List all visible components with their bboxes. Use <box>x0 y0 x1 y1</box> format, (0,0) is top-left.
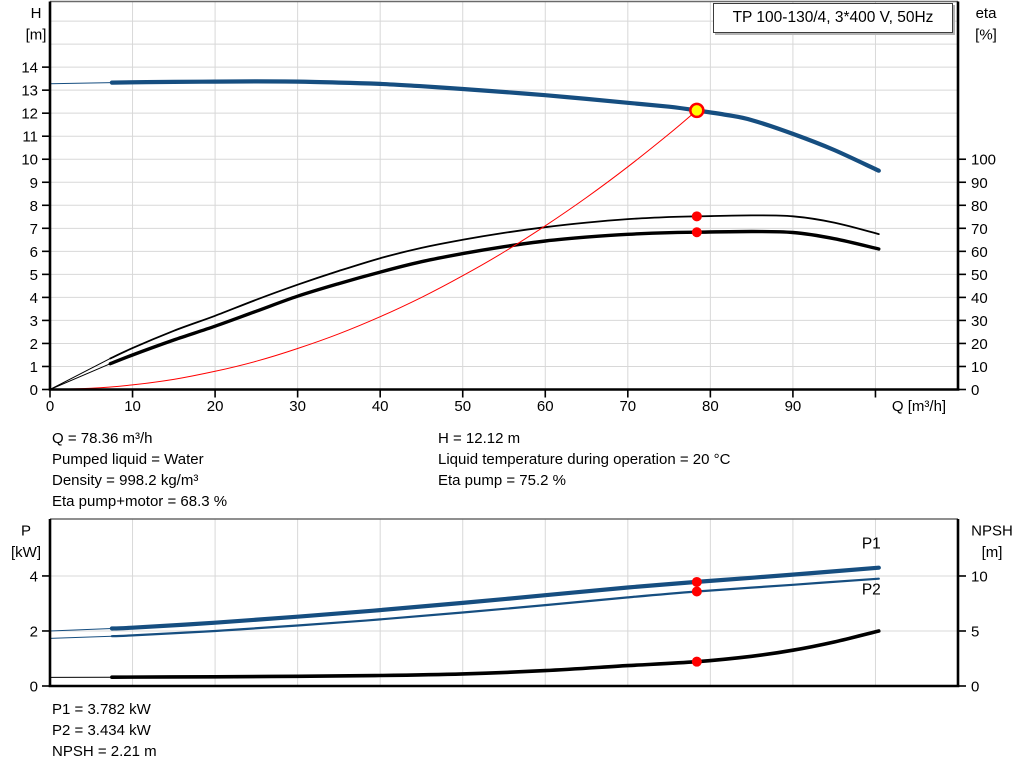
tick-marks <box>42 66 966 398</box>
info-line-p1: P1 = 3.782 kW <box>52 701 151 718</box>
result-text-right: H = 12.12 m Liquid temperature during op… <box>438 428 730 491</box>
svg-text:80: 80 <box>702 398 719 415</box>
svg-text:2: 2 <box>30 336 38 353</box>
chart-power-npsh: 0 2 4 0 5 10 P [kW] NPSH [m] P1 P2 <box>11 518 1013 696</box>
svg-text:90: 90 <box>785 398 802 415</box>
svg-text:10: 10 <box>971 359 988 376</box>
series-NPSH-curve[interactable] <box>49 629 881 679</box>
svg-text:60: 60 <box>971 244 988 261</box>
svg-text:13: 13 <box>21 83 38 100</box>
result-text-power: P1 = 3.782 kW P2 = 3.434 kW NPSH = 2.21 … <box>52 699 157 762</box>
svg-text:10: 10 <box>21 152 38 169</box>
gridlines <box>50 1 958 390</box>
svg-text:20: 20 <box>971 336 988 353</box>
svg-text:8: 8 <box>30 198 38 215</box>
svg-text:20: 20 <box>207 398 224 415</box>
svg-text:10: 10 <box>971 568 988 585</box>
axis-titles: H [m] eta [%] Q [m³/h] <box>26 5 998 415</box>
svg-text:12: 12 <box>21 106 38 123</box>
svg-text:5: 5 <box>30 267 38 284</box>
eta-pump-motor-point[interactable] <box>691 227 702 238</box>
axes <box>48 1 960 391</box>
svg-text:H: H <box>31 5 42 22</box>
svg-text:9: 9 <box>30 175 38 192</box>
result-text-left: Q = 78.36 m³/h Pumped liquid = Water Den… <box>52 428 227 512</box>
series-P1-curve[interactable] <box>49 565 881 632</box>
svg-text:11: 11 <box>22 129 38 146</box>
info-line-temperature: Liquid temperature during operation = 20… <box>438 451 731 468</box>
svg-text:50: 50 <box>454 398 471 415</box>
axis-titles: P [kW] NPSH [m] <box>11 523 1013 562</box>
series-eta-pump[interactable] <box>49 214 880 390</box>
svg-text:0: 0 <box>30 382 38 399</box>
svg-text:60: 60 <box>537 398 554 415</box>
svg-text:5: 5 <box>971 623 979 640</box>
svg-text:90: 90 <box>971 175 988 192</box>
tick-labels: 0 10 20 30 40 50 60 70 80 90012345678910111213140… <box>21 60 996 415</box>
series-system-curve[interactable] <box>49 109 698 390</box>
svg-text:40: 40 <box>372 398 389 415</box>
svg-text:0: 0 <box>30 679 38 696</box>
chart-qh-eta: 0 10 20 30 40 50 60 70 80 90012345678910111213140… <box>21 0 998 415</box>
info-line-eta-pump-motor: Eta pump+motor = 68.3 % <box>52 493 228 510</box>
svg-text:30: 30 <box>971 313 988 330</box>
eta-pump-point[interactable] <box>691 211 702 222</box>
svg-text:40: 40 <box>971 290 988 307</box>
duty-point[interactable] <box>689 102 705 119</box>
svg-text:4: 4 <box>30 290 38 307</box>
svg-text:1: 1 <box>30 359 38 376</box>
svg-text:10: 10 <box>124 398 141 415</box>
series-P2-curve[interactable] <box>49 577 880 639</box>
svg-text:P: P <box>21 523 31 540</box>
curve-label-P1: P1 <box>862 535 881 552</box>
svg-text:[kW]: [kW] <box>11 544 41 561</box>
gridlines <box>50 519 958 686</box>
svg-text:0: 0 <box>46 398 54 415</box>
info-line-npsh: NPSH = 2.21 m <box>52 743 157 760</box>
series-eta-pump-motor[interactable] <box>49 229 881 390</box>
svg-text:0: 0 <box>971 679 979 696</box>
npsh-point[interactable] <box>691 656 702 667</box>
info-line-q: Q = 78.36 m³/h <box>52 430 153 447</box>
svg-text:70: 70 <box>619 398 636 415</box>
axes <box>48 519 960 688</box>
info-line-eta-pump: Eta pump = 75.2 % <box>438 472 566 489</box>
svg-text:50: 50 <box>971 267 988 284</box>
tick-marks <box>42 575 966 687</box>
curve-label-P2: P2 <box>862 582 881 599</box>
info-line-p2: P2 = 3.434 kW <box>52 722 151 739</box>
info-line-density: Density = 998.2 kg/m³ <box>52 472 199 489</box>
svg-text:NPSH: NPSH <box>971 523 1013 540</box>
svg-text:4: 4 <box>30 568 38 585</box>
info-line-liquid: Pumped liquid = Water <box>52 451 204 468</box>
svg-text:[m]: [m] <box>982 544 1003 561</box>
pump-title-box: TP 100-130/4, 3*400 V, 50Hz <box>713 3 953 33</box>
svg-text:7: 7 <box>30 221 38 238</box>
p1-point[interactable] <box>691 576 702 587</box>
svg-text:6: 6 <box>30 244 38 261</box>
svg-text:2: 2 <box>30 623 38 640</box>
svg-text:14: 14 <box>21 60 38 77</box>
info-line-h: H = 12.12 m <box>438 430 521 447</box>
svg-text:eta: eta <box>976 5 998 22</box>
svg-text:[%]: [%] <box>975 27 997 44</box>
svg-text:100: 100 <box>971 152 996 169</box>
svg-text:0: 0 <box>971 382 979 399</box>
tick-labels: 0 2 4 0 5 10 <box>30 568 988 695</box>
svg-text:70: 70 <box>971 221 988 238</box>
p2-point[interactable] <box>691 586 702 597</box>
svg-text:3: 3 <box>30 313 38 330</box>
series-H-curve[interactable] <box>49 79 881 173</box>
svg-text:[m]: [m] <box>26 27 47 44</box>
svg-text:30: 30 <box>289 398 306 415</box>
svg-text:80: 80 <box>971 198 988 215</box>
x-axis-label: Q [m³/h] <box>892 398 946 415</box>
